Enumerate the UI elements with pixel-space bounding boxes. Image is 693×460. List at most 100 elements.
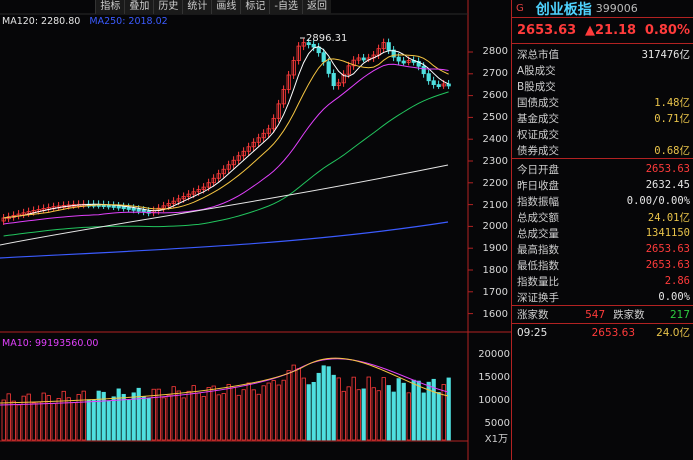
volume-bar — [376, 390, 381, 441]
toolbar-remove-watch[interactable]: -自选 — [269, 0, 302, 14]
candle-body — [136, 208, 141, 212]
candle-body — [336, 82, 341, 87]
volume-bar — [426, 381, 431, 441]
candle-body — [386, 42, 391, 51]
toolbar-stats[interactable]: 统计 — [182, 0, 211, 14]
candle-body — [211, 177, 216, 184]
y-tick-2300: 2300 — [482, 156, 508, 167]
stat-value: 24.01亿 — [647, 211, 690, 224]
y-tick-2100: 2100 — [482, 200, 508, 211]
candle-body — [266, 128, 271, 134]
vol-tick-15000: 15000 — [478, 372, 510, 383]
volume-bar — [156, 388, 161, 441]
stat-row: B股成交 — [512, 78, 693, 94]
chart-toolbar: 指标 叠加 历史 统计 画线 标记 -自选 返回 — [95, 0, 331, 14]
candle-body — [256, 137, 261, 143]
candle-body — [351, 59, 356, 67]
candle-body — [331, 73, 336, 87]
vol-tick-10000: 10000 — [478, 395, 510, 406]
stat-value: 2653.63 — [645, 163, 690, 175]
volume-bar — [371, 387, 376, 441]
candle-body — [171, 200, 176, 204]
toolbar-draw[interactable]: 画线 — [211, 0, 240, 14]
volume-bar — [261, 385, 266, 441]
toolbar-history[interactable]: 历史 — [153, 0, 182, 14]
volume-bar — [286, 370, 291, 441]
y-tick-2000: 2000 — [482, 221, 508, 232]
vol-tick-20000: 20000 — [478, 349, 510, 360]
volume-bar — [386, 385, 391, 441]
toolbar-mark[interactable]: 标记 — [240, 0, 269, 14]
candle-body — [191, 191, 196, 195]
candle-body — [356, 57, 361, 61]
candle-body — [166, 203, 171, 207]
volume-bar — [421, 392, 426, 441]
volume-bar — [26, 393, 31, 441]
stat-row: 基金成交 0.71亿 — [512, 110, 693, 126]
volume-bar — [36, 401, 41, 441]
panel-divider — [511, 0, 512, 460]
candle-body — [111, 205, 116, 208]
kline-chart[interactable]: 2896.31 — [0, 0, 512, 460]
down-count-label: 跌家数 — [613, 309, 645, 321]
y-tick-2400: 2400 — [482, 134, 508, 145]
volume-bar — [221, 393, 226, 441]
stat-label: 指数振幅 — [517, 195, 559, 208]
candle-body — [446, 83, 451, 87]
tick-row[interactable]: 09:25 2653.63 24.0亿 — [512, 324, 693, 341]
volume-bar — [16, 404, 21, 441]
volume-bar — [346, 386, 351, 441]
volume-bar — [116, 388, 121, 441]
stat-row: 最低指数 2653.63 — [512, 257, 693, 273]
volume-bar — [411, 379, 416, 441]
ma5-line — [3, 46, 449, 219]
volume-bar — [236, 394, 241, 441]
volume-bar — [201, 395, 206, 441]
stat-value: 0.00% — [658, 291, 690, 303]
toolbar-overlay[interactable]: 叠加 — [124, 0, 153, 14]
breadth-row: 涨家数 547 跌家数 217 — [512, 306, 693, 323]
stat-label: 昨日收盘 — [517, 179, 559, 192]
volume-bar — [396, 378, 401, 441]
volume-bar — [406, 392, 411, 441]
ma250-label: MA250: 2018.02 — [89, 16, 168, 27]
candle-body — [326, 61, 331, 74]
volume-bar — [166, 394, 171, 441]
toolbar-indicator[interactable]: 指标 — [95, 0, 124, 14]
candle-body — [321, 52, 326, 63]
volume-bar — [366, 376, 371, 441]
volume-bar — [206, 387, 211, 441]
candle-body — [296, 45, 301, 61]
volume-bar — [356, 389, 361, 441]
candle-body — [246, 146, 251, 152]
candle-body — [176, 198, 181, 202]
candle-body — [131, 207, 136, 211]
candle-body — [391, 49, 396, 58]
stat-value: 0.71亿 — [654, 112, 690, 125]
volume-bar — [381, 377, 386, 441]
volume-bar — [326, 366, 331, 441]
vol-tick-5000: 5000 — [484, 418, 510, 429]
volume-bar — [316, 372, 321, 441]
candle-body — [121, 206, 126, 210]
stat-row: 总成交额 24.01亿 — [512, 209, 693, 225]
volume-bar — [31, 402, 36, 441]
tick-amount: 24.0亿 — [656, 327, 690, 339]
y-tick-1600: 1600 — [482, 309, 508, 320]
ma10-line — [3, 54, 449, 219]
volume-bar — [91, 399, 96, 441]
volume-bar — [276, 384, 281, 441]
candle-body — [441, 83, 446, 87]
candle-body — [281, 89, 286, 105]
stat-value: 317476亿 — [641, 48, 690, 61]
volume-bar — [186, 390, 191, 441]
candle-body — [436, 84, 441, 88]
volume-bar — [271, 380, 276, 441]
volume-bar — [331, 374, 336, 441]
candle-body — [226, 164, 231, 170]
toolbar-back[interactable]: 返回 — [302, 0, 331, 14]
y-tick-2200: 2200 — [482, 178, 508, 189]
volume-bar — [446, 377, 451, 441]
chart-area[interactable]: 2896.31 指标 叠加 历史 统计 画线 标记 -自选 返回 MA120: … — [0, 0, 512, 460]
volume-bar — [226, 384, 231, 441]
